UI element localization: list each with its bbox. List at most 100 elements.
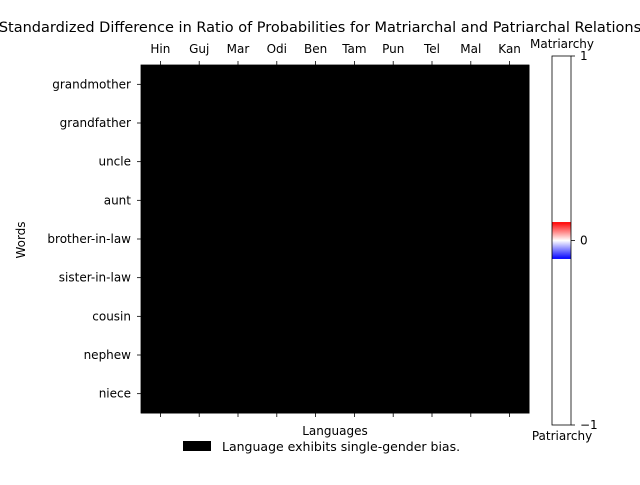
y-tick-label: grandfather xyxy=(60,116,131,130)
heatmap-cell xyxy=(179,258,220,298)
heatmap-cell xyxy=(451,258,491,298)
heatmap-cell xyxy=(490,297,530,337)
heatmap-cell xyxy=(257,219,297,259)
heatmap-cell xyxy=(141,142,181,182)
colorbar-gradient xyxy=(552,222,571,259)
heatmap-cell xyxy=(296,258,336,298)
heatmap-cell xyxy=(412,335,452,375)
heatmap-cell xyxy=(490,335,530,375)
x-tick-label: Kan xyxy=(498,42,521,56)
heatmap-cell xyxy=(218,181,258,221)
colorbar-top-label: Matriarchy xyxy=(530,37,594,51)
heatmap-cell xyxy=(373,65,414,105)
heatmap-cell xyxy=(218,103,258,143)
heatmap-cell xyxy=(451,219,491,259)
y-tick-label: brother-in-law xyxy=(47,232,131,246)
x-axis-ticks: Hin Guj Mar Odi Ben Tam Pun Tel Mal Kan xyxy=(150,42,521,417)
heatmap-cell xyxy=(179,335,220,375)
heatmap-cells xyxy=(141,65,530,414)
heatmap-cell xyxy=(490,374,530,414)
heatmap-cell xyxy=(179,103,220,143)
heatmap-cell xyxy=(373,142,414,182)
heatmap-cell xyxy=(451,65,491,105)
heatmap-cell xyxy=(451,181,491,221)
heatmap-cell xyxy=(451,297,491,337)
y-tick-label: cousin xyxy=(92,309,131,323)
heatmap-cell xyxy=(296,142,336,182)
heatmap-cell xyxy=(335,335,375,375)
colorbar-tick-label: −1 xyxy=(580,418,598,432)
heatmap-cell xyxy=(335,219,375,259)
colorbar-tick-label: 1 xyxy=(580,49,588,63)
heatmap-cell xyxy=(296,297,336,337)
heatmap-cell xyxy=(373,181,414,221)
y-tick-label: aunt xyxy=(104,193,132,207)
heatmap-cell xyxy=(257,103,297,143)
heatmap-cell xyxy=(451,374,491,414)
heatmap-cell xyxy=(451,142,491,182)
heatmap-cell xyxy=(218,374,258,414)
heatmap-cell xyxy=(179,65,220,105)
heatmap-cell xyxy=(373,297,414,337)
heatmap-cell xyxy=(296,103,336,143)
x-tick-label: Mar xyxy=(227,42,250,56)
heatmap-cell xyxy=(373,335,414,375)
x-tick-label: Tel xyxy=(423,42,440,56)
x-axis-label: Languages xyxy=(302,424,367,438)
heatmap-cell xyxy=(335,258,375,298)
heatmap-cell xyxy=(179,374,220,414)
legend: Language exhibits single-gender bias. xyxy=(183,439,460,454)
legend-label: Language exhibits single-gender bias. xyxy=(222,439,460,454)
heatmap-cell xyxy=(218,335,258,375)
y-axis-ticks: grandmother grandfather uncle aunt brother-i… xyxy=(47,77,141,401)
heatmap-cell xyxy=(490,142,530,182)
heatmap-cell xyxy=(335,65,375,105)
heatmap-cell xyxy=(451,103,491,143)
heatmap-cell xyxy=(490,219,530,259)
heatmap-cell xyxy=(412,374,452,414)
colorbar: 1 0 −1 xyxy=(551,49,598,432)
heatmap-cell xyxy=(412,181,452,221)
x-tick-label: Tam xyxy=(341,42,366,56)
heatmap-cell xyxy=(335,374,375,414)
heatmap-cell xyxy=(141,219,181,259)
heatmap-cell xyxy=(451,335,491,375)
x-tick-label: Guj xyxy=(189,42,209,56)
heatmap-cell xyxy=(218,258,258,298)
heatmap-cell xyxy=(141,258,181,298)
legend-swatch xyxy=(183,441,211,451)
heatmap-cell xyxy=(141,335,181,375)
heatmap-cell xyxy=(257,335,297,375)
heatmap-cell xyxy=(179,181,220,221)
heatmap-cell xyxy=(373,374,414,414)
heatmap-cell xyxy=(179,297,220,337)
heatmap-cell xyxy=(218,297,258,337)
colorbar-bottom-label: Patriarchy xyxy=(532,429,592,443)
heatmap-cell xyxy=(373,258,414,298)
chart-title: Standardized Difference in Ratio of Prob… xyxy=(0,20,640,36)
x-tick-label: Ben xyxy=(304,42,327,56)
y-axis-label: Words xyxy=(14,221,28,258)
heatmap-cell xyxy=(412,219,452,259)
y-tick-label: niece xyxy=(99,387,131,401)
heatmap-cell xyxy=(373,103,414,143)
heatmap-cell xyxy=(257,142,297,182)
y-tick-label: sister-in-law xyxy=(59,271,131,285)
heatmap-cell xyxy=(141,297,181,337)
heatmap-cell xyxy=(412,65,452,105)
heatmap-cell xyxy=(335,181,375,221)
heatmap-cell xyxy=(412,297,452,337)
heatmap-cell xyxy=(257,258,297,298)
heatmap-cell xyxy=(179,142,220,182)
x-tick-label: Mal xyxy=(460,42,481,56)
heatmap-cell xyxy=(296,335,336,375)
heatmap-cell xyxy=(335,297,375,337)
heatmap-cell xyxy=(141,181,181,221)
y-tick-label: uncle xyxy=(98,155,131,169)
heatmap-cell xyxy=(296,374,336,414)
heatmap-cell xyxy=(335,103,375,143)
heatmap-cell xyxy=(257,374,297,414)
heatmap-cell xyxy=(257,181,297,221)
heatmap-cell xyxy=(218,219,258,259)
